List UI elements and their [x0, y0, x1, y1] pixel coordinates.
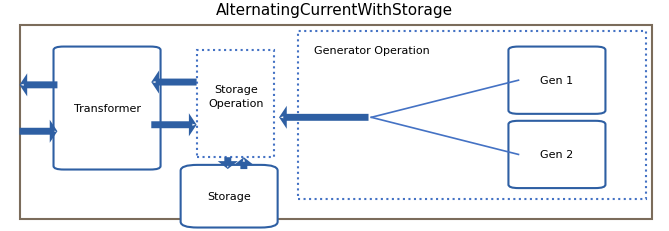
FancyBboxPatch shape [54, 47, 161, 170]
Text: Gen 1: Gen 1 [541, 76, 573, 86]
Text: Transformer: Transformer [74, 103, 140, 114]
Text: Storage
Operation: Storage Operation [208, 85, 264, 109]
Text: Storage: Storage [207, 191, 251, 201]
FancyBboxPatch shape [181, 165, 278, 228]
Text: Generator Operation: Generator Operation [314, 46, 430, 56]
Text: AlternatingCurrentWithStorage: AlternatingCurrentWithStorage [216, 3, 453, 18]
FancyBboxPatch shape [197, 51, 274, 157]
Text: Gen 2: Gen 2 [541, 150, 573, 160]
FancyBboxPatch shape [20, 25, 652, 219]
FancyBboxPatch shape [508, 47, 605, 114]
FancyBboxPatch shape [508, 121, 605, 188]
